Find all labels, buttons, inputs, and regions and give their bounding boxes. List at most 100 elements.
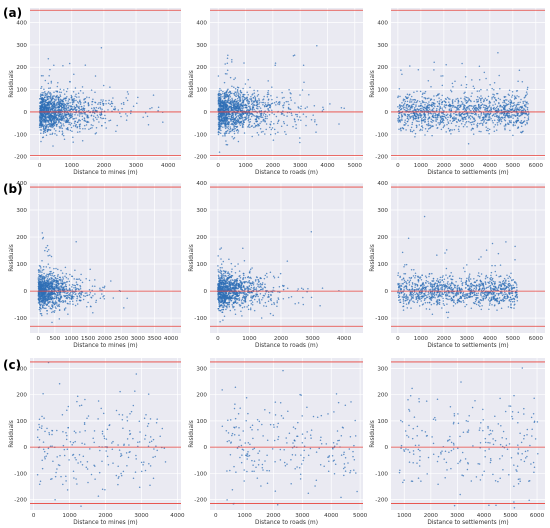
data-point xyxy=(102,286,104,289)
data-point xyxy=(86,294,89,296)
data-point xyxy=(518,95,520,98)
data-point xyxy=(400,69,402,71)
data-point xyxy=(66,110,69,112)
y-tick-label: -100 xyxy=(14,316,27,322)
data-point xyxy=(485,113,488,115)
data-point xyxy=(488,113,491,115)
data-point xyxy=(416,125,418,127)
data-point xyxy=(47,275,49,278)
data-point xyxy=(57,97,59,99)
data-point xyxy=(103,297,106,300)
data-point xyxy=(72,90,75,93)
x-tick-label: 5000 xyxy=(348,163,363,169)
data-point xyxy=(233,136,236,139)
data-point xyxy=(235,115,238,118)
data-point xyxy=(58,100,60,102)
x-axis-label: Distance to mines (m) xyxy=(73,343,137,349)
data-point xyxy=(300,119,302,122)
data-point xyxy=(71,101,74,104)
data-point xyxy=(480,98,482,100)
data-point xyxy=(39,298,42,300)
data-point xyxy=(411,130,414,133)
data-point xyxy=(68,98,70,100)
data-point xyxy=(483,120,486,122)
data-point xyxy=(460,122,463,125)
data-point xyxy=(473,113,476,116)
data-point xyxy=(72,118,74,120)
data-point xyxy=(421,126,424,129)
data-point xyxy=(218,90,220,92)
data-point xyxy=(473,123,475,125)
data-point xyxy=(49,287,52,289)
data-point xyxy=(105,102,107,105)
data-point xyxy=(55,298,58,300)
data-point xyxy=(432,120,435,122)
y-tick-label: 200 xyxy=(377,65,388,71)
data-point xyxy=(94,133,97,135)
data-point xyxy=(51,124,54,127)
data-point xyxy=(465,86,467,89)
data-point xyxy=(38,306,41,309)
data-point xyxy=(414,118,417,120)
data-point xyxy=(427,104,430,106)
data-point xyxy=(43,124,45,127)
data-point xyxy=(262,119,265,121)
data-point xyxy=(467,142,470,145)
data-point xyxy=(45,127,47,129)
data-point xyxy=(102,102,105,105)
data-point xyxy=(64,275,66,277)
data-point xyxy=(218,102,220,104)
data-point xyxy=(497,108,499,111)
data-point xyxy=(495,113,497,115)
data-point xyxy=(54,306,57,308)
x-tick-label: 4000 xyxy=(483,163,498,169)
data-point xyxy=(407,115,410,117)
data-point xyxy=(294,102,296,104)
data-point xyxy=(453,117,456,120)
data-point xyxy=(70,108,72,111)
data-point xyxy=(509,99,512,101)
data-point xyxy=(217,75,220,77)
data-point xyxy=(477,99,479,101)
data-point xyxy=(471,128,474,130)
data-point xyxy=(445,98,447,101)
data-point xyxy=(401,105,404,107)
data-point xyxy=(267,107,269,110)
data-point xyxy=(229,92,232,95)
data-point xyxy=(262,99,264,101)
data-point xyxy=(402,99,405,102)
data-point xyxy=(427,112,430,114)
data-point xyxy=(235,91,237,93)
data-point xyxy=(95,299,98,302)
data-point xyxy=(398,107,401,109)
data-point xyxy=(99,108,102,110)
data-point xyxy=(451,106,454,108)
data-point xyxy=(449,104,451,106)
data-point xyxy=(42,114,44,117)
data-point xyxy=(269,126,271,129)
data-point xyxy=(222,90,224,93)
data-point xyxy=(259,101,261,103)
data-point xyxy=(418,113,421,115)
data-point xyxy=(46,273,48,275)
data-point xyxy=(227,94,230,97)
data-point xyxy=(295,127,297,129)
data-point xyxy=(40,283,43,285)
data-point xyxy=(54,108,57,110)
data-point xyxy=(104,121,106,124)
data-point xyxy=(50,80,53,83)
data-point xyxy=(78,119,80,121)
data-point xyxy=(430,120,432,123)
data-point xyxy=(39,93,42,95)
data-point xyxy=(414,107,416,109)
data-point xyxy=(233,86,235,89)
data-point xyxy=(45,288,48,291)
data-point xyxy=(519,101,521,103)
data-point xyxy=(264,133,266,135)
data-point xyxy=(454,100,456,102)
data-point xyxy=(464,96,466,98)
data-point xyxy=(271,112,273,114)
data-point xyxy=(40,120,43,122)
data-point xyxy=(219,93,222,95)
data-point xyxy=(75,109,78,112)
